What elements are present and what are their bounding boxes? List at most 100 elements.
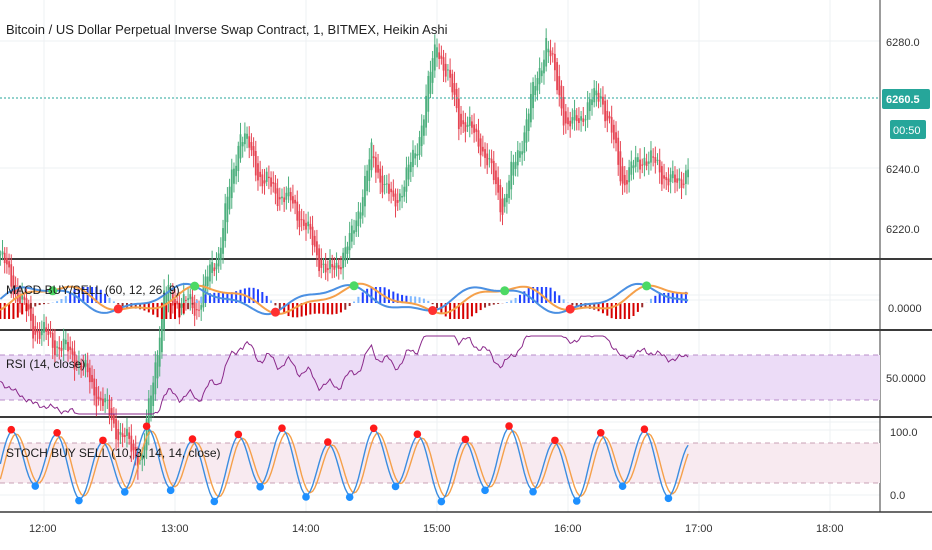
macd-histogram-bar xyxy=(230,292,233,303)
macd-histogram-bar xyxy=(47,303,50,304)
candle-body xyxy=(324,263,327,273)
macd-histogram-bar xyxy=(300,303,303,317)
candle-body xyxy=(112,414,115,424)
candle-body xyxy=(49,332,52,334)
candle-body xyxy=(414,153,417,159)
candle-body xyxy=(560,85,563,109)
candle-body xyxy=(366,170,369,192)
candle-body xyxy=(38,331,41,339)
macd-histogram-bar xyxy=(414,296,417,303)
rsi-tick: 50.0000 xyxy=(886,373,926,385)
candle-body xyxy=(241,142,244,147)
candle-body xyxy=(357,211,360,227)
candle-body xyxy=(582,118,585,122)
candle-body xyxy=(19,295,21,304)
rsi-line[interactable] xyxy=(0,335,689,415)
macd-histogram-bar xyxy=(422,298,425,303)
stoch-buy-dot xyxy=(302,493,310,501)
candle-body xyxy=(674,174,676,183)
candle-body xyxy=(99,397,102,400)
macd-histogram-bar xyxy=(261,292,264,303)
candle-body xyxy=(259,171,262,178)
macd-histogram-bar xyxy=(182,303,185,314)
candle-body xyxy=(176,300,179,305)
candle-body xyxy=(390,188,393,193)
chart-grid xyxy=(0,0,880,512)
macd-label[interactable]: MACD BUY/SELL (60, 12, 26, 9) xyxy=(6,283,180,297)
macd-histogram-bar xyxy=(204,294,207,303)
stoch-label[interactable]: STOCH BUY SELL (10, 3, 14, 14, close) xyxy=(6,446,221,460)
macd-histogram-bar xyxy=(584,303,587,309)
candle-body xyxy=(1,251,4,255)
macd-histogram-bar xyxy=(466,303,469,319)
candle-body xyxy=(265,171,268,182)
macd-histogram-bar xyxy=(510,300,513,303)
macd-histogram-bar xyxy=(38,303,41,306)
candle-body xyxy=(47,329,50,335)
candle-body xyxy=(479,138,482,156)
candle-body xyxy=(294,199,296,204)
candle-body xyxy=(104,398,107,403)
candle-body xyxy=(40,330,43,336)
candle-body xyxy=(267,176,270,179)
candle-body xyxy=(152,382,155,407)
macd-histogram-bar xyxy=(318,303,321,314)
candle-body xyxy=(671,170,674,179)
candle-body xyxy=(165,293,168,310)
macd-histogram-bar xyxy=(331,303,334,315)
time-tick: 12:00 xyxy=(29,523,57,535)
candle-body xyxy=(119,431,122,435)
candle-body xyxy=(54,340,56,355)
macd-histogram-bar xyxy=(322,303,325,314)
candle-body xyxy=(457,98,460,130)
candle-body xyxy=(501,198,504,215)
candle-body xyxy=(289,192,292,201)
candle-body xyxy=(80,362,83,370)
macd-histogram-bar xyxy=(361,292,364,303)
candle-body xyxy=(161,306,163,353)
candle-body xyxy=(464,122,467,132)
macd-histogram-bar xyxy=(235,291,238,303)
time-tick: 15:00 xyxy=(423,523,451,535)
candle-body xyxy=(45,327,48,332)
stoch-sell-dot xyxy=(461,435,470,444)
candle-body xyxy=(438,52,441,59)
candle-body xyxy=(333,265,336,270)
candle-body xyxy=(10,264,13,287)
candle-body xyxy=(136,452,139,469)
candle-body xyxy=(379,168,382,183)
candle-body xyxy=(488,158,491,160)
candle-body xyxy=(412,149,414,168)
candle-body xyxy=(591,99,593,106)
candle-body xyxy=(226,196,229,223)
macd-histogram-bar xyxy=(143,303,146,311)
macd-histogram-bar xyxy=(606,303,609,316)
candle-body xyxy=(641,164,644,166)
candle-body xyxy=(401,195,403,198)
stoch-indicator[interactable] xyxy=(0,422,689,506)
candle-body xyxy=(475,128,478,132)
macd-histogram-bar xyxy=(69,292,72,303)
candle-body xyxy=(187,298,189,301)
stoch-buy-dot xyxy=(75,496,83,505)
macd-histogram-bar xyxy=(165,303,168,319)
candle-body xyxy=(440,55,443,59)
candle-body xyxy=(477,130,480,147)
candle-body xyxy=(193,302,196,316)
heikin-ashi-candles[interactable] xyxy=(0,28,689,480)
macd-histogram-bar xyxy=(213,292,216,303)
candle-body xyxy=(654,157,657,163)
candle-body xyxy=(652,156,655,158)
candle-body xyxy=(634,157,637,167)
time-tick: 17:00 xyxy=(685,523,713,535)
macd-indicator[interactable] xyxy=(0,281,689,319)
stoch-sell-dot xyxy=(7,425,16,434)
candle-body xyxy=(484,149,486,158)
candle-body xyxy=(320,259,323,268)
macd-histogram-bar xyxy=(34,303,37,307)
candle-body xyxy=(337,265,340,269)
rsi-label[interactable]: RSI (14, close) xyxy=(6,357,85,371)
candle-body xyxy=(490,158,493,164)
macd-histogram-bar xyxy=(619,303,622,319)
